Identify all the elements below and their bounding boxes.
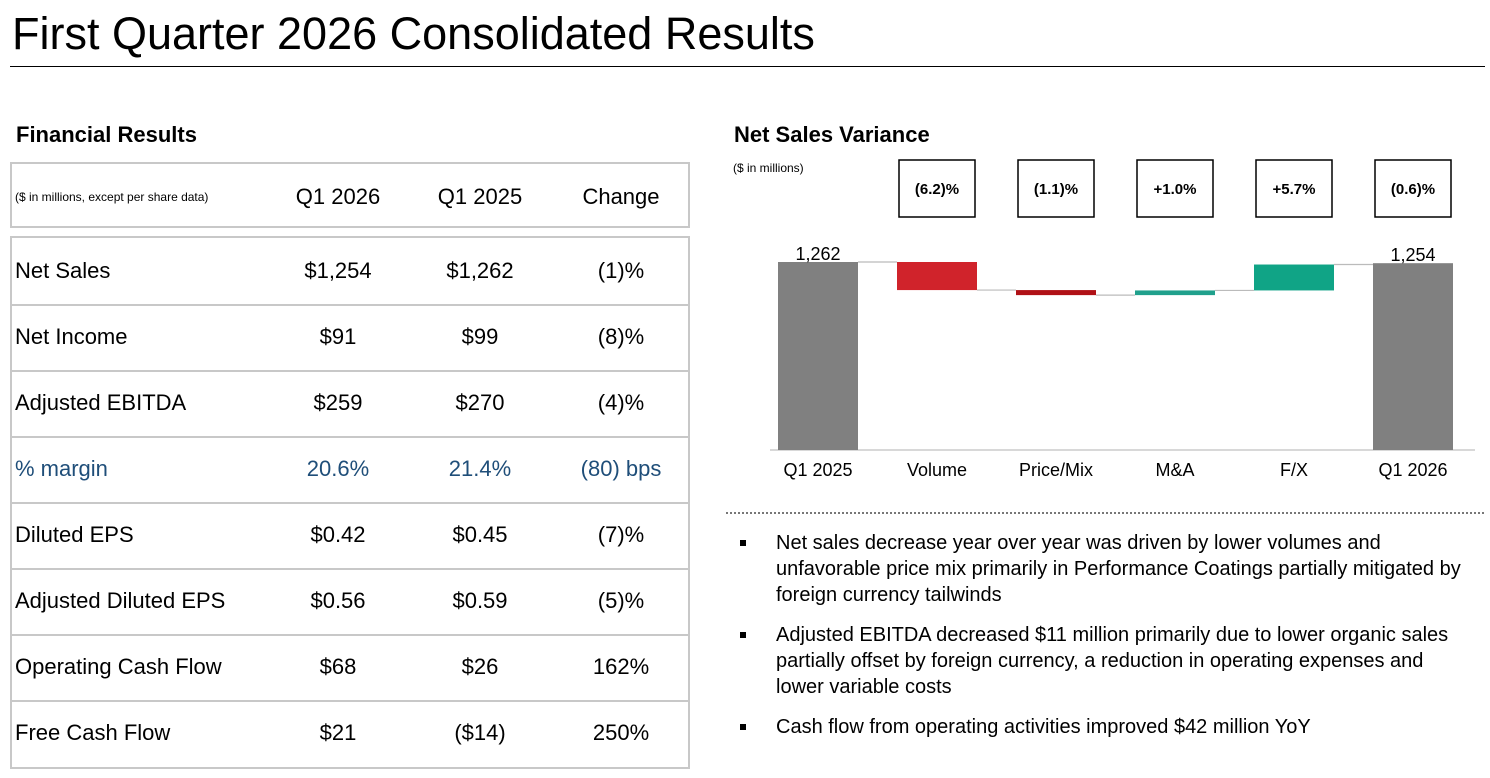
header-q1-2025: Q1 2025 [437, 184, 523, 209]
row-q1-2025: $1,262 [446, 258, 514, 283]
row-label: % margin [15, 456, 108, 481]
page-title: First Quarter 2026 Consolidated Results [12, 8, 815, 59]
row-q1-2025: $0.59 [452, 588, 508, 613]
row-divider [12, 436, 688, 438]
change-box-label: +1.0% [1154, 181, 1197, 198]
row-divider [12, 568, 688, 570]
bullet-text: Cash flow from operating activities impr… [776, 716, 1311, 738]
table-row-net-sales: Net Sales $1,254 $1,262 (1)% [12, 238, 688, 304]
change-box [1255, 159, 1333, 218]
row-label: Diluted EPS [15, 522, 134, 547]
chart-category-label: Price/Mix [1019, 460, 1093, 480]
table-row-free-cash-flow: Free Cash Flow $21 ($14) 250% [12, 700, 688, 766]
bullet-square-icon [740, 540, 746, 546]
chart-bar-q1-2026 [1373, 263, 1453, 450]
bullet-square-icon [740, 724, 746, 730]
change-box [1017, 159, 1095, 218]
change-box-label: (0.6)% [1391, 181, 1435, 198]
row-change: 250% [592, 720, 650, 745]
table-row-net-income: Net Income $91 $99 (8)% [12, 304, 688, 370]
row-q1-2025: 21.4% [448, 456, 512, 481]
header-q1-2026: Q1 2026 [295, 184, 381, 209]
financial-table-header: ($ in millions, except per share data) Q… [10, 162, 690, 228]
row-q1-2026: $68 [319, 654, 357, 679]
chart-value-label: 1,254 [1390, 245, 1435, 265]
chart-bar-volume [897, 262, 977, 291]
list-item: Adjusted EBITDA decreased $11 million pr… [736, 622, 1476, 700]
row-change: (4)% [597, 390, 645, 415]
section-divider [726, 512, 1484, 514]
row-label: Net Income [15, 324, 128, 349]
financial-table-body: Net Sales $1,254 $1,262 (1)% Net Income … [10, 236, 690, 769]
header-note: ($ in millions, except per share data) [15, 190, 209, 204]
row-q1-2026: $0.42 [310, 522, 366, 547]
bullet-square-icon [740, 632, 746, 638]
chart-value-label: 1,262 [795, 244, 840, 264]
row-change: (7)% [597, 522, 645, 547]
row-change: (80) bps [580, 456, 662, 481]
change-box-label: (6.2)% [915, 181, 959, 198]
change-box [898, 159, 976, 218]
financial-results-title: Financial Results [16, 122, 197, 147]
bullet-text: Net sales decrease year over year was dr… [776, 532, 1461, 606]
chart-category-label: Q1 2025 [783, 460, 852, 480]
list-item: Cash flow from operating activities impr… [736, 714, 1476, 740]
bullet-text: Adjusted EBITDA decreased $11 million pr… [776, 624, 1449, 698]
table-row-margin: % margin 20.6% 21.4% (80) bps [12, 436, 688, 502]
row-q1-2025: $270 [455, 390, 505, 415]
row-divider [12, 700, 688, 702]
row-label: Adjusted Diluted EPS [15, 588, 226, 613]
table-row-diluted-eps: Diluted EPS $0.42 $0.45 (7)% [12, 502, 688, 568]
row-change: 162% [592, 654, 650, 679]
row-label: Net Sales [15, 258, 111, 283]
change-box-label: +5.7% [1273, 181, 1316, 198]
change-box-label: (1.1)% [1034, 181, 1078, 198]
row-q1-2025: $99 [461, 324, 499, 349]
row-label: Adjusted EBITDA [15, 390, 187, 415]
net-sales-variance-title: Net Sales Variance [734, 122, 930, 147]
chart-bar-q1-2025 [778, 262, 858, 450]
row-q1-2026: 20.6% [306, 456, 370, 481]
title-divider [10, 66, 1485, 67]
row-q1-2026: $91 [319, 324, 357, 349]
chart-category-label: Q1 2026 [1378, 460, 1447, 480]
row-label: Free Cash Flow [15, 720, 171, 745]
chart-category-label: M&A [1155, 460, 1194, 480]
row-q1-2026: $259 [313, 390, 363, 415]
chart-category-label: F/X [1280, 460, 1308, 480]
net-sales-variance-chart: ($ in millions) Q1 2025 1,262 Volume (6.2)%… [733, 159, 1475, 480]
table-row-adjusted-diluted-eps: Adjusted Diluted EPS $0.56 $0.59 (5)% [12, 568, 688, 634]
row-divider [12, 370, 688, 372]
table-row-operating-cash-flow: Operating Cash Flow $68 $26 162% [12, 634, 688, 700]
row-q1-2026: $0.56 [310, 588, 366, 613]
change-box [1374, 159, 1452, 218]
list-item: Net sales decrease year over year was dr… [736, 530, 1476, 608]
chart-bar-f-x [1254, 264, 1334, 291]
row-q1-2026: $21 [319, 720, 357, 745]
row-change: (1)% [597, 258, 645, 283]
row-divider [12, 304, 688, 306]
row-q1-2026: $1,254 [304, 258, 372, 283]
commentary-list: Net sales decrease year over year was dr… [736, 530, 1476, 754]
table-row-adjusted-ebitda: Adjusted EBITDA $259 $270 (4)% [12, 370, 688, 436]
row-change: (8)% [597, 324, 645, 349]
chart-bar-m-a [1135, 290, 1215, 296]
chart-bar-price-mix [1016, 290, 1096, 296]
chart-unit-label: ($ in millions) [733, 161, 804, 175]
row-q1-2025: $0.45 [452, 522, 508, 547]
row-q1-2025: ($14) [454, 720, 506, 745]
change-box [1136, 159, 1214, 218]
chart-category-label: Volume [907, 460, 967, 480]
header-change: Change [582, 184, 660, 209]
row-label: Operating Cash Flow [15, 654, 222, 679]
row-q1-2025: $26 [461, 654, 499, 679]
row-divider [12, 502, 688, 504]
row-divider [12, 634, 688, 636]
row-change: (5)% [597, 588, 645, 613]
